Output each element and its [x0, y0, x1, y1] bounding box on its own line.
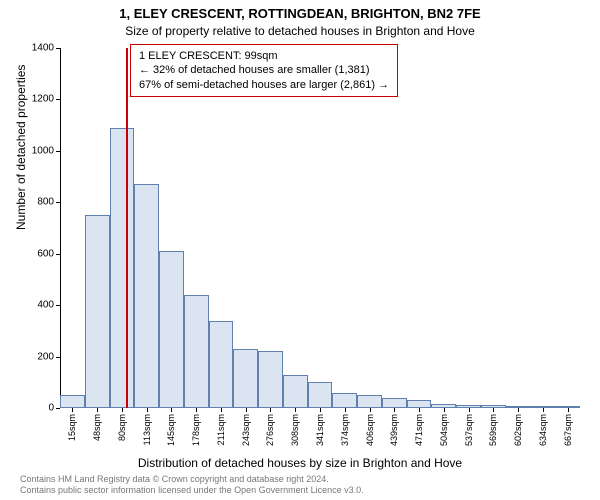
histogram-bar	[407, 400, 432, 408]
x-tick-label: 537sqm	[464, 414, 474, 446]
histogram-bar	[110, 128, 135, 408]
x-tick-mark	[370, 408, 371, 412]
chart-title-2: Size of property relative to detached ho…	[0, 24, 600, 38]
x-tick-label: 15sqm	[67, 414, 77, 441]
y-tick-label: 200	[37, 351, 54, 362]
x-tick-label: 80sqm	[117, 414, 127, 441]
annotation-line-2: ← 32% of detached houses are smaller (1,…	[139, 63, 389, 77]
x-tick-mark	[493, 408, 494, 412]
histogram-bar	[308, 382, 333, 408]
x-tick-mark	[171, 408, 172, 412]
x-tick-mark	[72, 408, 73, 412]
reference-line	[126, 48, 128, 408]
chart-title-1: 1, ELEY CRESCENT, ROTTINGDEAN, BRIGHTON,…	[0, 6, 600, 21]
annotation-line-1: 1 ELEY CRESCENT: 99sqm	[139, 49, 389, 63]
x-tick-mark	[345, 408, 346, 412]
x-tick-mark	[196, 408, 197, 412]
y-tick-label: 1200	[32, 94, 54, 105]
x-tick-mark	[97, 408, 98, 412]
y-tick-mark	[56, 48, 60, 49]
histogram-bar	[85, 215, 110, 408]
histogram-bar	[233, 349, 258, 408]
x-tick-mark	[543, 408, 544, 412]
plot-area: 0200400600800100012001400 15sqm48sqm80sq…	[60, 48, 580, 408]
histogram-bar	[382, 398, 407, 408]
annotation-line-3: 67% of semi-detached houses are larger (…	[139, 78, 389, 92]
histogram-bar	[60, 395, 85, 408]
histogram-bar	[159, 251, 184, 408]
x-tick-mark	[518, 408, 519, 412]
footnote-line-1: Contains HM Land Registry data © Crown c…	[20, 474, 364, 485]
x-tick-mark	[246, 408, 247, 412]
x-tick-label: 504sqm	[439, 414, 449, 446]
annotation-box: 1 ELEY CRESCENT: 99sqm ← 32% of detached…	[130, 44, 398, 97]
y-tick-mark	[56, 99, 60, 100]
footnote-line-2: Contains public sector information licen…	[20, 485, 364, 496]
x-tick-label: 439sqm	[389, 414, 399, 446]
histogram-bar	[134, 184, 159, 408]
x-tick-label: 341sqm	[315, 414, 325, 446]
x-tick-mark	[469, 408, 470, 412]
chart-container: 1, ELEY CRESCENT, ROTTINGDEAN, BRIGHTON,…	[0, 0, 600, 500]
x-tick-label: 145sqm	[166, 414, 176, 446]
x-tick-label: 178sqm	[191, 414, 201, 446]
x-tick-label: 276sqm	[265, 414, 275, 446]
histogram-bar	[184, 295, 209, 408]
y-tick-mark	[56, 254, 60, 255]
y-tick-mark	[56, 151, 60, 152]
y-tick-label: 1400	[32, 43, 54, 54]
x-tick-label: 243sqm	[241, 414, 251, 446]
x-tick-mark	[270, 408, 271, 412]
x-tick-label: 211sqm	[216, 414, 226, 445]
x-tick-label: 113sqm	[142, 414, 152, 445]
y-tick-mark	[56, 357, 60, 358]
x-tick-mark	[221, 408, 222, 412]
y-tick-label: 0	[48, 403, 54, 414]
x-tick-label: 406sqm	[365, 414, 375, 446]
y-tick-label: 800	[37, 197, 54, 208]
x-tick-label: 667sqm	[563, 414, 573, 446]
histogram-bar	[209, 321, 234, 408]
x-tick-mark	[147, 408, 148, 412]
y-axis-label: Number of detached properties	[14, 65, 28, 230]
x-tick-mark	[419, 408, 420, 412]
histogram-bar	[332, 393, 357, 408]
x-tick-mark	[122, 408, 123, 412]
x-tick-label: 602sqm	[513, 414, 523, 446]
x-tick-label: 569sqm	[488, 414, 498, 446]
x-tick-label: 308sqm	[290, 414, 300, 446]
x-tick-label: 48sqm	[92, 414, 102, 441]
histogram-bar	[283, 375, 308, 408]
x-tick-mark	[444, 408, 445, 412]
y-tick-label: 1000	[32, 145, 54, 156]
x-axis-label: Distribution of detached houses by size …	[0, 456, 600, 470]
y-tick-mark	[56, 408, 60, 409]
bars-group	[60, 48, 580, 408]
histogram-bar	[357, 395, 382, 408]
histogram-bar	[258, 351, 283, 408]
y-tick-mark	[56, 202, 60, 203]
x-tick-label: 634sqm	[538, 414, 548, 446]
footnote: Contains HM Land Registry data © Crown c…	[20, 474, 364, 496]
x-tick-label: 471sqm	[414, 414, 424, 446]
y-tick-label: 600	[37, 248, 54, 259]
y-tick-mark	[56, 305, 60, 306]
x-tick-label: 374sqm	[340, 414, 350, 446]
y-tick-label: 400	[37, 300, 54, 311]
x-tick-mark	[394, 408, 395, 412]
x-tick-mark	[568, 408, 569, 412]
x-tick-mark	[295, 408, 296, 412]
x-tick-mark	[320, 408, 321, 412]
